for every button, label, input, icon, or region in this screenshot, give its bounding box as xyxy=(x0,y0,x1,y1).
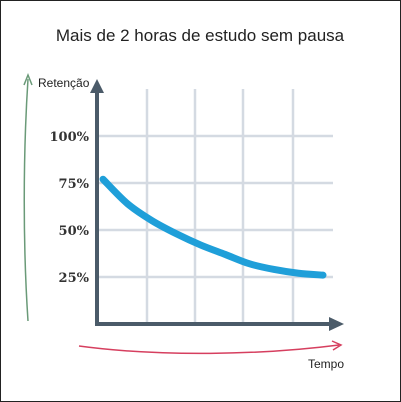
ylabel-decorative-arrow xyxy=(23,78,29,322)
x-axis-label: Tempo xyxy=(308,357,344,371)
ylabel-decorative-arrowhead xyxy=(23,72,33,86)
chart-title: Mais de 2 horas de estudo sem pausa xyxy=(56,26,345,45)
y-axis-arrowhead xyxy=(90,79,104,93)
y-tick-labels: 100% 75% 50% 25% xyxy=(50,130,90,286)
y-tick-label: 50% xyxy=(59,224,90,239)
x-axis-arrowhead xyxy=(329,317,344,331)
xlabel-decorative-arrow xyxy=(78,344,340,355)
y-tick-label: 25% xyxy=(59,271,90,286)
series-layer xyxy=(99,175,327,279)
xlabel-decorative-arrowhead xyxy=(331,340,343,351)
axes xyxy=(90,79,344,331)
y-tick-label: 100% xyxy=(50,130,90,145)
y-tick-label: 75% xyxy=(59,177,90,192)
retention-curve xyxy=(99,175,327,279)
grid xyxy=(97,89,333,324)
y-axis-label: Retenção xyxy=(38,76,90,90)
